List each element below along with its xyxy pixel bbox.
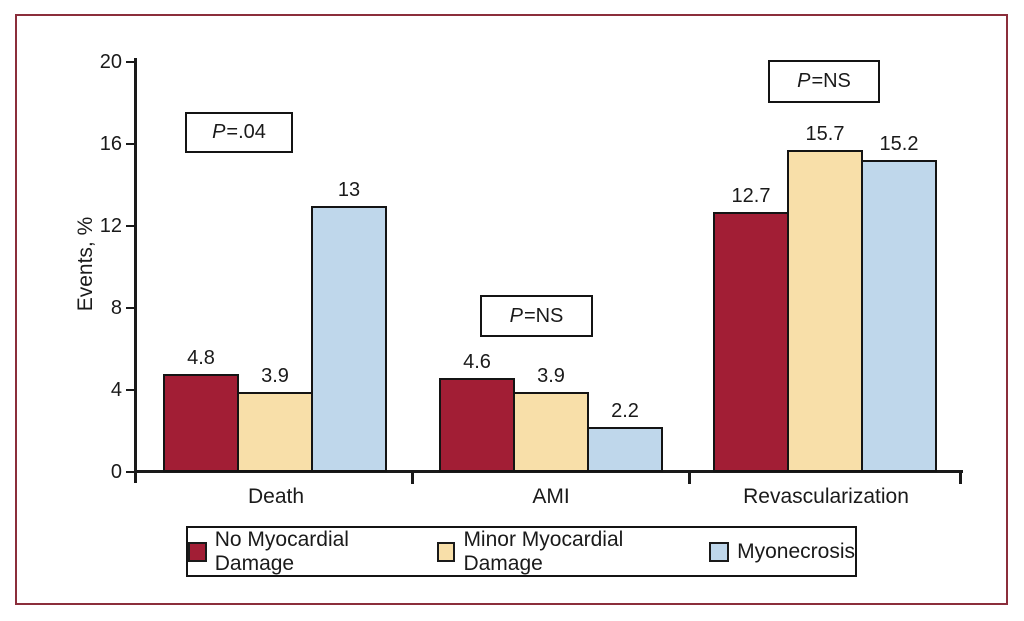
y-tick-label: 0	[110, 461, 122, 483]
x-tick-mark	[959, 473, 962, 484]
bar-myonecrosis	[587, 426, 663, 472]
p-value-symbol: P	[212, 121, 226, 143]
x-tick-mark	[688, 473, 691, 484]
bar-value-label: 3.9	[537, 365, 565, 388]
bar-myonecrosis	[311, 205, 387, 472]
y-tick-mark	[126, 471, 134, 473]
bar-value-label: 15.7	[805, 123, 845, 146]
bar-minor-myocardial-damage	[787, 150, 863, 472]
bar-minor-myocardial-damage	[237, 392, 313, 472]
y-tick-mark	[126, 143, 134, 145]
y-tick-label: 4	[110, 379, 122, 401]
y-tick-mark	[126, 225, 134, 227]
p-value-text: =NS	[523, 304, 564, 327]
bar-no-myocardial-damage	[439, 377, 515, 472]
legend-label: No Myocardial Damage	[214, 527, 349, 575]
bar-no-myocardial-damage	[163, 373, 239, 472]
p-value-text: =.04	[226, 121, 266, 143]
p-value-symbol: P	[509, 304, 523, 327]
bar-minor-myocardial-damage	[513, 392, 589, 472]
y-tick-mark	[126, 389, 134, 391]
bar-value-label: 12.7	[731, 184, 771, 207]
y-axis-line	[134, 58, 137, 483]
legend-swatch-icon	[188, 541, 207, 562]
y-tick-label: 16	[99, 133, 122, 155]
x-category-label: Death	[247, 485, 305, 508]
legend: No Myocardial Damage Minor Myocardial Dam…	[186, 526, 857, 577]
legend-swatch-icon	[436, 541, 456, 562]
y-tick-label: 12	[99, 215, 122, 237]
p-value-box: P =NS	[480, 295, 593, 337]
bar-value-label: 4.8	[187, 346, 215, 369]
legend-item: No Myocardial Damage	[188, 528, 417, 576]
x-tick-mark	[411, 473, 414, 484]
p-value-symbol: P	[797, 70, 811, 92]
bar-value-label: 15.2	[879, 133, 919, 156]
y-tick-mark	[126, 307, 134, 309]
bar-value-label: 4.6	[463, 350, 491, 373]
p-value-box: P =NS	[768, 60, 880, 103]
bar-myonecrosis	[861, 160, 937, 472]
p-value-text: =NS	[811, 70, 851, 92]
x-category-label: AMI	[532, 485, 570, 508]
bar-value-label: 3.9	[261, 365, 289, 388]
y-tick-mark	[126, 61, 134, 63]
x-category-label: Revascularization	[743, 485, 909, 508]
legend-item: Myonecrosis	[709, 540, 855, 564]
bar-no-myocardial-damage	[713, 211, 789, 472]
y-tick-label: 8	[110, 297, 122, 319]
y-tick-label: 20	[99, 51, 122, 73]
legend-swatch-icon	[709, 541, 730, 562]
legend-item: Minor Myocardial Damage	[436, 527, 689, 576]
bar-value-label: 13	[337, 178, 361, 201]
bar-value-label: 2.2	[611, 399, 639, 422]
legend-label: Minor Myocardial Damage	[463, 527, 624, 575]
p-value-box: P =.04	[185, 112, 293, 153]
legend-label: Myonecrosis	[737, 539, 855, 563]
